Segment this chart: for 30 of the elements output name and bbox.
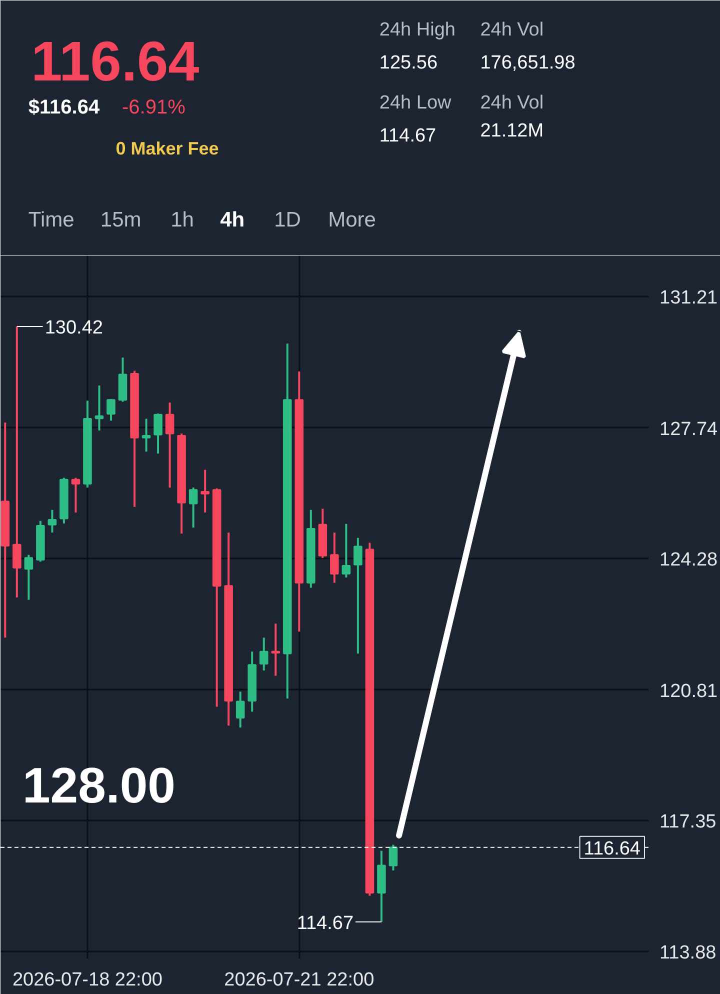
ref-line-label: 116.64 (584, 838, 641, 860)
x-tick-label: 2026-07-21 22:00 (224, 970, 374, 990)
text: 1h (170, 208, 194, 232)
text: -6.91% (122, 96, 186, 118)
text: 0 Maker Fee (116, 138, 219, 158)
text: 24h Vol (480, 92, 544, 114)
text: 125.56 (379, 52, 438, 74)
text: 176,651.98 (480, 52, 576, 74)
y-tick-label: 120.81 (660, 680, 718, 702)
text: 21.12M (480, 120, 544, 142)
text: $116.64 (28, 96, 100, 118)
y-tick-label: 117.35 (660, 812, 716, 833)
text: 24h Low (379, 92, 452, 114)
x-tick-label: 2026-07-18 22:00 (12, 970, 162, 990)
text: 4h (220, 208, 245, 232)
y-tick-label: 124.28 (660, 550, 718, 571)
text: Time (28, 208, 74, 232)
y-tick-label: 113.88 (660, 942, 716, 964)
chart-title: 116.64 (31, 30, 200, 92)
text: 15m (100, 208, 142, 232)
annotation: 128.00 (22, 758, 176, 814)
y-tick-label: 131.21 (660, 288, 718, 309)
text: 1D (274, 208, 301, 232)
text: 24h High (379, 20, 456, 40)
annotation: 114.67 (296, 912, 354, 934)
text: 24h Vol (480, 20, 544, 40)
annotation: 130.42 (44, 318, 103, 339)
y-tick-label: 127.74 (660, 418, 718, 440)
text: 114.67 (379, 126, 436, 146)
text: More (328, 208, 376, 232)
